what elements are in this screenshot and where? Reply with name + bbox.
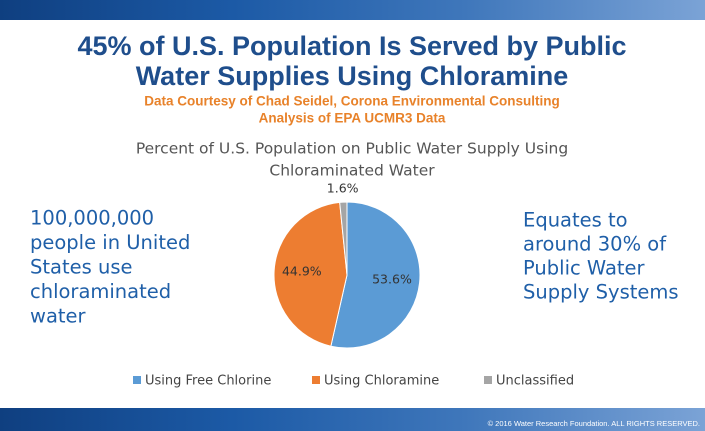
bottom-bar: [0, 408, 705, 431]
legend-label: Using Free Chlorine: [145, 374, 271, 389]
note-line: water: [30, 305, 87, 328]
note-line: Equates to: [523, 209, 628, 232]
legend-label: Using Chloramine: [324, 374, 439, 389]
note-line: people in United: [30, 231, 190, 254]
legend-swatch: [312, 376, 320, 384]
pie-slice: [339, 201, 348, 276]
legend-label: Unclassified: [496, 374, 574, 389]
slide-subtitle: Data Courtesy of Chad Seidel, Corona Env…: [144, 94, 560, 109]
slide-subtitle: Analysis of EPA UCMR3 Data: [259, 111, 446, 126]
note-line: States use: [30, 256, 133, 279]
data-label: 53.6%: [372, 272, 412, 287]
legend-swatch: [133, 376, 141, 384]
note-line: chloraminated: [30, 280, 171, 303]
note-line: Supply Systems: [523, 281, 679, 304]
pie-slice: [330, 201, 421, 349]
chart-title: Chloraminated Water: [269, 162, 435, 180]
note-line: Public Water: [523, 257, 646, 280]
data-label: 44.9%: [282, 264, 322, 279]
pie-slice: [273, 201, 348, 347]
data-label: 1.6%: [327, 181, 359, 196]
chart-title: Percent of U.S. Population on Public Wat…: [136, 140, 568, 158]
note-line: around 30% of: [523, 233, 667, 256]
top-bar: [0, 0, 705, 20]
slide-title: 45% of U.S. Population Is Served by Publ…: [77, 31, 626, 61]
slide-title: Water Supplies Using Chloramine: [136, 61, 569, 91]
footer: © 2016 Water Research Foundation. ALL RI…: [488, 419, 700, 428]
note-line: 100,000,000: [30, 207, 154, 230]
legend-swatch: [484, 376, 492, 384]
